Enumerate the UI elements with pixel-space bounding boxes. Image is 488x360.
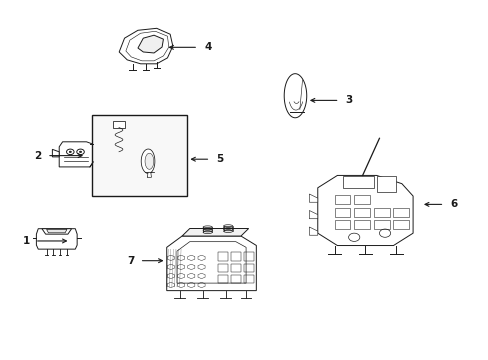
Text: 3: 3: [345, 95, 352, 105]
Bar: [230, 264, 241, 272]
Polygon shape: [309, 194, 317, 202]
Polygon shape: [166, 236, 256, 291]
Bar: [218, 252, 228, 261]
Polygon shape: [309, 227, 317, 235]
Bar: [334, 195, 349, 204]
Text: 1: 1: [22, 236, 30, 246]
Bar: [342, 176, 373, 188]
Bar: [334, 208, 349, 217]
Bar: [92, 116, 187, 196]
Bar: [218, 264, 228, 272]
Polygon shape: [59, 142, 93, 167]
Polygon shape: [119, 28, 172, 64]
Bar: [353, 220, 369, 229]
Bar: [230, 275, 241, 283]
Text: 6: 6: [449, 199, 457, 210]
Bar: [373, 208, 389, 217]
Bar: [230, 252, 241, 261]
Polygon shape: [52, 149, 59, 157]
Polygon shape: [145, 153, 153, 169]
Text: 2: 2: [34, 150, 41, 161]
Bar: [243, 275, 253, 283]
Bar: [334, 220, 349, 229]
Text: 7: 7: [127, 256, 134, 266]
Polygon shape: [141, 149, 155, 174]
Polygon shape: [317, 175, 412, 246]
Polygon shape: [138, 35, 163, 53]
Polygon shape: [309, 211, 317, 219]
Polygon shape: [284, 74, 306, 118]
Polygon shape: [36, 229, 77, 249]
Bar: [393, 208, 408, 217]
Polygon shape: [182, 229, 248, 236]
Bar: [243, 252, 253, 261]
Polygon shape: [113, 121, 124, 127]
Bar: [353, 195, 369, 204]
Bar: [376, 176, 395, 192]
Polygon shape: [147, 172, 151, 177]
Circle shape: [80, 151, 81, 153]
Bar: [373, 220, 389, 229]
Polygon shape: [42, 229, 71, 234]
Circle shape: [69, 151, 71, 153]
Bar: [243, 264, 253, 272]
Bar: [218, 275, 228, 283]
Text: 5: 5: [216, 154, 224, 164]
Bar: [393, 220, 408, 229]
Polygon shape: [46, 229, 67, 233]
Bar: [353, 208, 369, 217]
Text: 4: 4: [204, 42, 211, 52]
